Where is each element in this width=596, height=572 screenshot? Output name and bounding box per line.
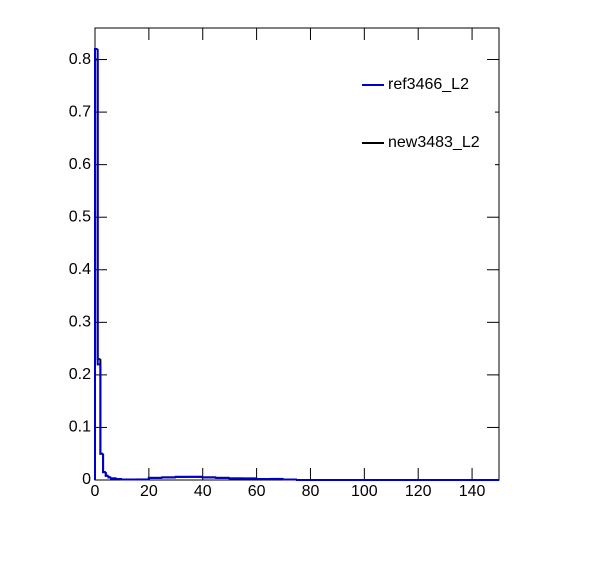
- x-tick-label: 100: [351, 483, 378, 500]
- histogram-bin: [115, 477, 122, 480]
- x-tick-label: 120: [405, 483, 432, 500]
- x-tick-label: 80: [302, 483, 320, 500]
- x-tick-label: 40: [194, 483, 212, 500]
- histogram-bin: [102, 453, 106, 474]
- histogram-bin: [215, 476, 230, 479]
- y-tick-label: 0.1: [69, 419, 91, 436]
- histogram-bin: [282, 478, 297, 481]
- histogram-bin: [174, 475, 190, 478]
- x-tick-label: 20: [140, 483, 158, 500]
- histogram-bin: [104, 472, 109, 477]
- histogram-bin: [96, 49, 101, 366]
- x-tick-label: 60: [248, 483, 266, 500]
- x-tick-label: 140: [459, 483, 486, 500]
- histogram-bin: [201, 476, 217, 479]
- histogram-bin: [255, 477, 271, 480]
- y-tick-label: 0.5: [69, 208, 91, 225]
- legend-label: ref3466_L2: [388, 76, 469, 93]
- histogram-bin: [110, 477, 117, 480]
- histogram-bin: [107, 475, 112, 479]
- histogram-bin: [120, 478, 136, 481]
- y-tick-label: 0.3: [69, 314, 91, 331]
- legend-box: [358, 60, 495, 168]
- histogram-bin: [228, 477, 244, 480]
- y-tick-label: 0.7: [69, 103, 91, 120]
- y-tick-label: 0: [82, 471, 91, 488]
- y-tick-label: 0.6: [69, 156, 91, 173]
- y-tick-label: 0.2: [69, 366, 91, 383]
- histogram-bin: [147, 476, 163, 480]
- x-tick-label: 0: [91, 483, 100, 500]
- legend-label: new3483_L2: [388, 134, 480, 151]
- y-tick-label: 0.8: [69, 51, 91, 68]
- histogram-bin: [296, 479, 311, 481]
- histogram-bin: [161, 476, 176, 479]
- y-tick-label: 0.4: [69, 261, 91, 278]
